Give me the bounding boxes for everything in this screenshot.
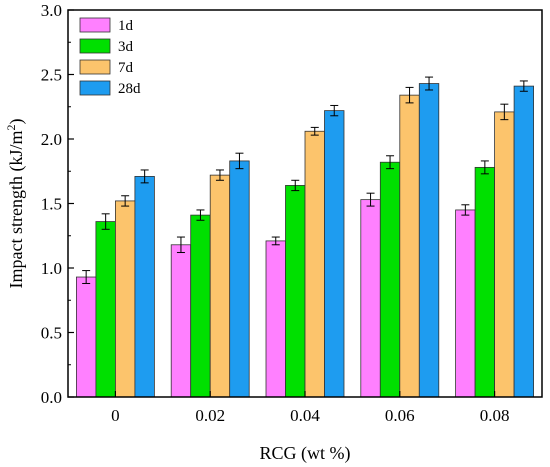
y-axis-title-superscript: 2 (4, 125, 18, 131)
y-tick-label: 1.5 (41, 195, 62, 214)
error-bars-layer (82, 76, 528, 284)
bar-28d (513, 85, 534, 398)
y-tick-label: 1.0 (41, 259, 62, 278)
bar-3d (190, 214, 211, 398)
bar-7d (304, 130, 325, 398)
x-tick-label: 0 (111, 406, 120, 425)
bar-1d (265, 240, 286, 398)
legend-label-28d: 28d (118, 81, 141, 97)
y-tick-label: 2.5 (41, 66, 62, 85)
x-tick-label: 0.08 (480, 406, 510, 425)
bar-7d (115, 200, 136, 398)
legend-swatch-3d (79, 38, 111, 54)
y-tick-label: 0.0 (41, 388, 62, 407)
y-axis-title-close: ) (6, 119, 27, 125)
y-axis: 0.0 0.5 1.0 1.5 2.0 2.5 3.0 (41, 1, 74, 407)
bar-28d (229, 160, 250, 398)
bar-3d (285, 185, 306, 398)
bar-1d (76, 276, 97, 398)
bar-1d (170, 244, 192, 398)
y-axis-title: Impact strength (kJ/m2) (4, 119, 27, 289)
bar-7d (494, 111, 515, 398)
legend-label-1d: 1d (118, 18, 134, 34)
x-axis: 0 0.02 0.04 0.06 0.08 (111, 391, 509, 425)
y-tick-label: 3.0 (41, 1, 62, 20)
bar-7d (209, 174, 231, 398)
x-tick-label: 0.06 (385, 406, 415, 425)
legend-swatch-1d (79, 17, 111, 33)
bar-3d (474, 166, 496, 398)
bar-7d (399, 94, 420, 398)
x-tick-label: 0.04 (290, 406, 320, 425)
legend-swatch-28d (79, 80, 111, 96)
y-tick-label: 2.0 (41, 130, 62, 149)
bars-layer (76, 83, 534, 398)
legend: 1d 3d 7d 28d (79, 17, 141, 97)
bar-1d (455, 209, 476, 398)
bar-1d (360, 199, 381, 398)
x-tick-label: 0.02 (195, 406, 225, 425)
x-axis-title: RCG (wt %) (260, 443, 351, 464)
bar-3d (95, 221, 116, 398)
bar-28d (134, 176, 155, 398)
y-tick-label: 0.5 (41, 324, 62, 343)
legend-label-3d: 3d (118, 39, 134, 55)
bar-3d (379, 161, 401, 398)
legend-swatch-7d (79, 59, 111, 75)
bar-28d (418, 83, 440, 398)
legend-label-7d: 7d (118, 60, 134, 76)
bar-28d (324, 110, 345, 398)
y-axis-title-main: Impact strength (kJ/m (6, 131, 27, 289)
